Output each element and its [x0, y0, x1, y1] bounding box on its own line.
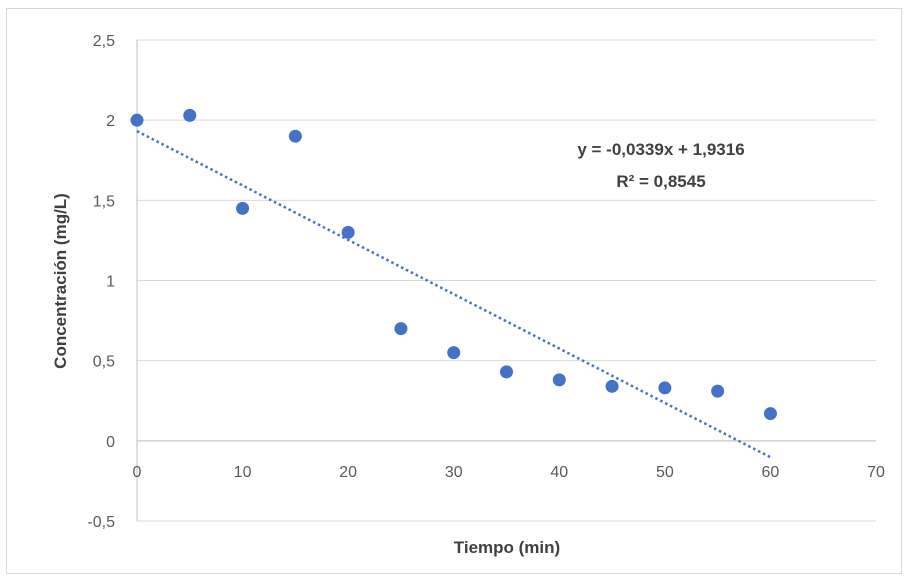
data-point [183, 108, 197, 122]
y-axis-title: Concentración (mg/L) [51, 193, 70, 369]
y-tick-label: 2 [106, 113, 115, 130]
y-tick-label: 0,5 [93, 354, 115, 371]
chart-frame [6, 8, 902, 574]
y-tick-label: 2,5 [93, 33, 115, 50]
data-point [236, 201, 250, 215]
y-tick-label: 1,5 [93, 193, 115, 210]
x-tick-label: 50 [656, 464, 674, 481]
y-tick-label: 1 [106, 274, 115, 291]
data-point [711, 384, 725, 398]
data-point [447, 346, 461, 360]
x-tick-label: 0 [133, 464, 142, 481]
trendline-equation: y = -0,0339x + 1,9316 [577, 140, 744, 159]
data-point [500, 365, 513, 379]
data-point [605, 379, 619, 393]
x-axis-tick-labels: 0 10 20 30 40 50 60 70 [133, 464, 885, 481]
x-tick-label: 20 [339, 464, 357, 481]
data-point [658, 381, 672, 395]
data-points [130, 108, 777, 421]
x-axis-title: Tiempo (min) [454, 538, 560, 557]
x-tick-label: 30 [445, 464, 463, 481]
y-tick-label: 0 [106, 434, 115, 451]
gridlines [136, 39, 876, 522]
y-axis-tick-labels: -0,5 0 0,5 1 1,5 2 2,5 [87, 33, 115, 531]
data-point [130, 113, 144, 127]
data-point [288, 129, 302, 143]
y-tick-label: -0,5 [87, 514, 115, 531]
data-point [394, 322, 408, 336]
trendline-r2: R² = 0,8545 [616, 172, 705, 191]
x-tick-label: 70 [867, 464, 885, 481]
x-tick-label: 60 [762, 464, 780, 481]
x-tick-label: 40 [550, 464, 568, 481]
x-tick-label: 10 [234, 464, 252, 481]
data-point [341, 225, 355, 239]
data-point [763, 407, 777, 421]
data-point [552, 373, 566, 387]
